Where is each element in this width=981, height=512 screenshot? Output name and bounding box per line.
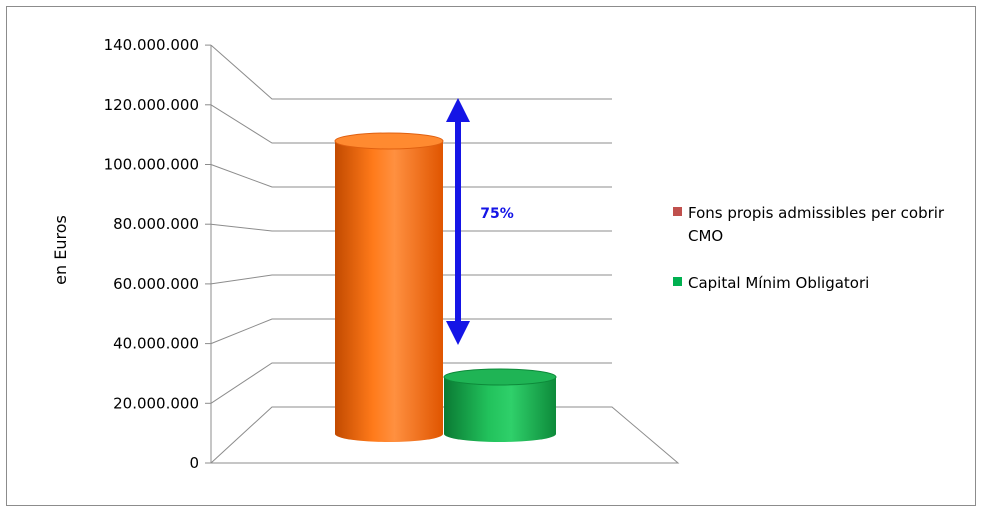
y-tick-label: 20.000.000: [113, 394, 199, 412]
y-tick-label: 0: [189, 454, 199, 472]
bar-top: [334, 132, 444, 150]
y-tick-label: 60.000.000: [113, 275, 199, 293]
gridline: [210, 44, 612, 100]
y-tick-label: 40.000.000: [113, 335, 199, 353]
gridline: [210, 318, 612, 345]
y-tick-label: 100.000.000: [104, 156, 199, 174]
bar-fons-propis: [334, 132, 444, 442]
gridline: [210, 274, 612, 285]
legend-swatch: [673, 277, 682, 286]
bar-body: [335, 141, 443, 442]
difference-label: 75%: [480, 206, 514, 222]
difference-annotation: 75%: [446, 98, 514, 345]
y-tick-label: 140.000.000: [104, 36, 199, 54]
floor: [209, 406, 680, 464]
legend-label: Fons propis admissibles per cobrir: [688, 204, 945, 222]
bar-top: [443, 368, 557, 386]
legend-label: CMO: [688, 227, 723, 245]
legend-label: Capital Mínim Obligatori: [688, 274, 869, 292]
gridline: [210, 164, 612, 188]
gridline: [210, 362, 612, 404]
bar-capital-minim: [443, 368, 557, 442]
y-tick-label: 80.000.000: [113, 215, 199, 233]
bar-body: [444, 377, 556, 442]
bars: [334, 132, 557, 442]
y-axis-title: en Euros: [51, 215, 70, 285]
legend-swatch: [673, 207, 682, 216]
y-axis: 0 20.000.000 40.000.000 60.000.000 80.000.00…: [104, 36, 211, 472]
gridline: [210, 104, 612, 144]
legend: Fons propis admissibles per cobrir CMO Cap…: [673, 204, 945, 292]
grid: [209, 44, 680, 464]
y-tick-label: 120.000.000: [104, 96, 199, 114]
gridline: [210, 223, 612, 232]
legend-item: Fons propis admissibles per cobrir CMO: [673, 204, 945, 245]
legend-item: Capital Mínim Obligatori: [673, 274, 869, 292]
